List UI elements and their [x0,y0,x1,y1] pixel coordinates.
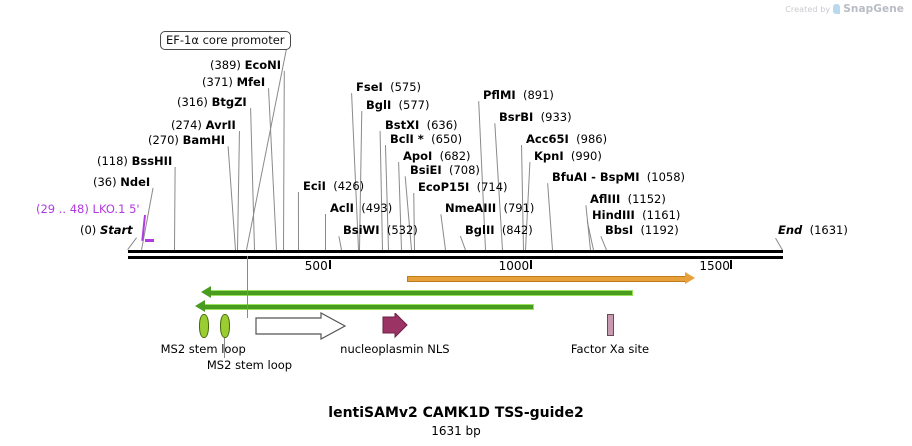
plasmid-length: 1631 bp [431,424,481,438]
enzyme-site-label[interactable]: BglII (842) [465,223,533,237]
snapgene-logo-icon [833,4,841,14]
arrow-shaft [406,276,689,282]
enzyme-site-label[interactable]: (371) MfeI [202,75,266,89]
label-leader-line [237,130,240,250]
nucleoplasmin-nls-arrow[interactable] [382,313,408,339]
enzyme-site-label[interactable]: BglI (577) [366,98,430,112]
label-leader-line [283,70,285,250]
arrow-head [201,286,212,298]
snapgene-watermark: Created by SnapGene [785,3,904,15]
label-leader-line [338,236,342,251]
feature-leader-line [224,338,226,358]
promoter-label-text: EF-1α core promoter [166,33,285,47]
label-leader-line [127,237,137,250]
backbone-bottom-strand [128,256,783,259]
ruler-tick [529,260,532,269]
backbone-top-strand [128,250,783,253]
enzyme-site-label[interactable]: AflIII (1152) [590,192,666,206]
enzyme-site-label[interactable]: BstXI (636) [385,118,458,132]
enzyme-site-label[interactable]: BclI * (650) [390,132,463,146]
label-leader-line [546,183,553,251]
enzyme-site-label[interactable]: NmeAIII (791) [445,201,535,215]
ruler-tick-label: 500 [304,259,328,273]
enzyme-site-label[interactable]: EciI (426) [303,179,365,193]
enzyme-site-label[interactable]: BbsI (1192) [605,223,679,237]
primer-label[interactable]: (29 .. 48) LKO.1 5' [36,202,140,216]
watermark-created-label: Created by [785,4,831,14]
arrow-shaft [204,304,534,310]
green-arrow-short[interactable] [195,300,534,312]
page-title: lentiSAMv2 CAMK1D TSS-guide2 [328,405,584,421]
enzyme-site-label[interactable]: (270) BamHI [148,133,226,147]
orange-arrow[interactable] [406,272,696,284]
label-leader-line [405,176,413,251]
label-leader-line [297,192,300,251]
enzyme-site-label[interactable]: AclI (493) [330,201,393,215]
label-leader-line [775,238,783,251]
enzyme-site-label[interactable]: PflMI (891) [483,88,554,102]
enzyme-site-label[interactable]: FseI (575) [356,80,422,94]
label-leader-line [600,236,607,251]
enzyme-site-label[interactable]: BfuAI - BspMI (1058) [552,170,686,184]
enzyme-site-label[interactable]: (316) BtgZI [177,95,247,109]
feature-label[interactable]: MS2 stem loop [160,342,246,356]
promoter-guide-line [246,256,248,318]
green-arrow-long[interactable] [201,286,633,298]
enzyme-site-label[interactable]: ApoI (682) [403,149,471,163]
label-leader-line [460,236,467,251]
open-reading-frame-arrow[interactable] [255,312,347,340]
feature-label[interactable]: Factor Xa site [570,342,650,356]
label-leader-line [324,213,326,250]
label-leader-line [412,193,415,251]
enzyme-site-label[interactable]: HindIII (1161) [592,208,681,222]
enzyme-site-label[interactable]: (389) EcoNI [210,58,282,72]
feature-label[interactable]: nucleoplasmin NLS [340,342,450,356]
enzyme-site-label[interactable]: BsiEI (708) [410,163,480,177]
ms2-stem-loop-glyph[interactable] [220,314,231,338]
arrow-shaft [210,290,633,296]
enzyme-site-label[interactable]: (118) BssHII [97,154,173,168]
ms2-stem-loop-glyph[interactable] [199,314,210,338]
enzyme-site-label[interactable]: BsrBI (933) [499,110,572,124]
factor-xa-site-glyph[interactable] [606,314,614,336]
feature-label[interactable]: MS2 stem loop [206,358,293,372]
enzyme-site-label[interactable]: (36) NdeI [93,175,151,189]
ruler-tick [328,260,331,269]
label-leader-line [174,166,176,250]
enzyme-site-label[interactable]: BsiWI (532) [343,223,418,237]
start-label[interactable]: (0) Start [80,223,133,237]
end-label[interactable]: End (1631) [778,223,848,237]
enzyme-site-label[interactable]: Acc65I (986) [526,132,608,146]
enzyme-site-label[interactable]: (274) AvrII [171,118,236,132]
label-leader-line [227,146,237,251]
label-leader-line [440,214,446,251]
arrow-head [685,272,696,284]
watermark-brand-label: SnapGene [843,3,904,15]
ruler-tick-label: 1500 [699,259,730,273]
enzyme-site-label[interactable]: EcoP15I (714) [418,180,508,194]
enzyme-site-label[interactable]: KpnI (990) [534,149,602,163]
primer-foot-mark [145,239,154,242]
ruler-tick-label: 1000 [498,259,530,273]
ruler-tick [730,260,733,269]
promoter-label-box[interactable]: EF-1α core promoter [160,31,291,50]
arrow-head [195,300,206,312]
